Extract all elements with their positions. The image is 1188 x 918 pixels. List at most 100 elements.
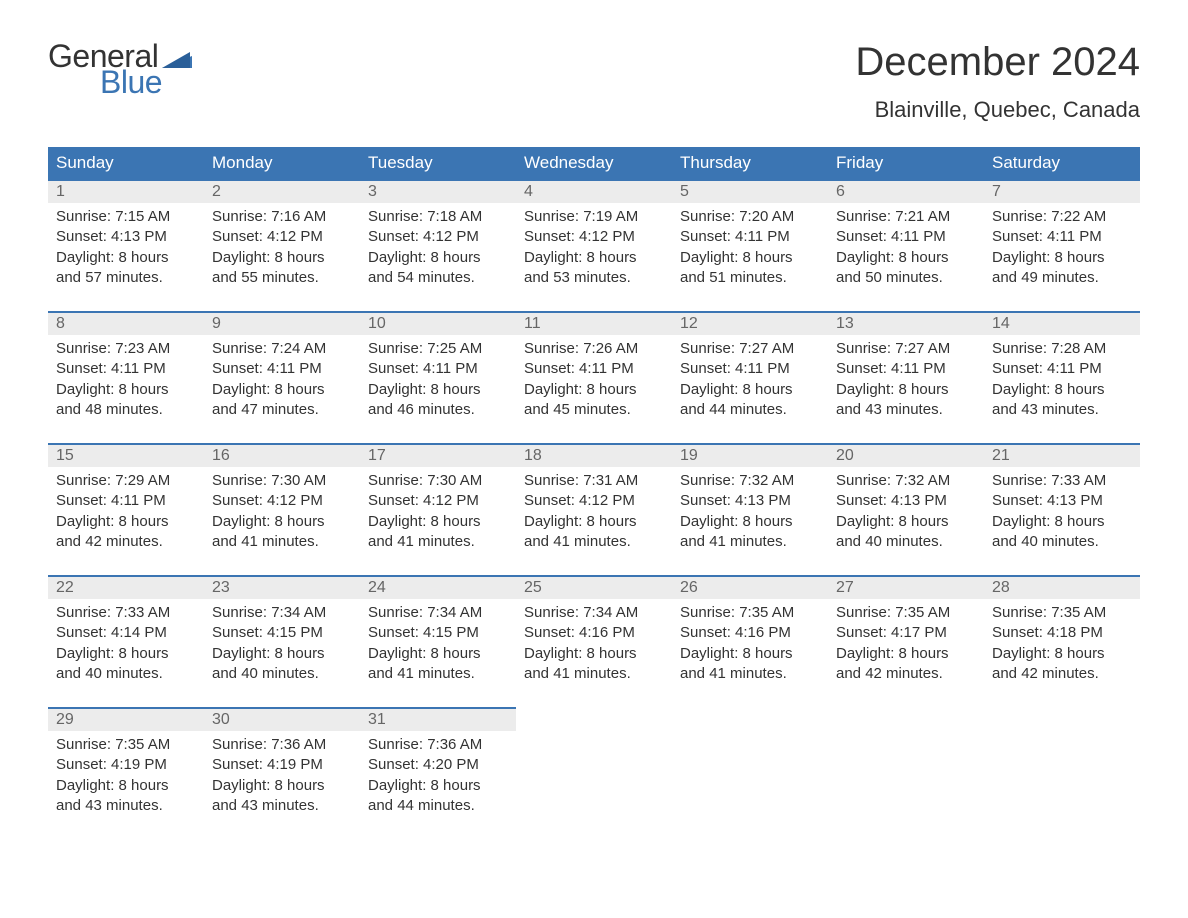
day-sunrise: Sunrise: 7:20 AM — [680, 207, 820, 227]
day-dl1: Daylight: 8 hours — [368, 776, 508, 796]
calendar-day-cell: 3Sunrise: 7:18 AMSunset: 4:12 PMDaylight… — [360, 180, 516, 312]
day-dl2: and 45 minutes. — [524, 400, 664, 420]
calendar-day-cell: 20Sunrise: 7:32 AMSunset: 4:13 PMDayligh… — [828, 444, 984, 576]
day-sunrise: Sunrise: 7:33 AM — [992, 471, 1132, 491]
weekday-header: Monday — [204, 147, 360, 180]
day-number: 24 — [360, 577, 516, 599]
day-sunrise: Sunrise: 7:34 AM — [212, 603, 352, 623]
calendar-day-cell: 6Sunrise: 7:21 AMSunset: 4:11 PMDaylight… — [828, 180, 984, 312]
calendar-day-cell: 5Sunrise: 7:20 AMSunset: 4:11 PMDaylight… — [672, 180, 828, 312]
day-number: 4 — [516, 181, 672, 203]
day-data: Sunrise: 7:32 AMSunset: 4:13 PMDaylight:… — [828, 467, 984, 552]
day-dl1: Daylight: 8 hours — [368, 512, 508, 532]
day-dl1: Daylight: 8 hours — [524, 248, 664, 268]
day-data: Sunrise: 7:34 AMSunset: 4:15 PMDaylight:… — [204, 599, 360, 684]
day-dl2: and 51 minutes. — [680, 268, 820, 288]
day-dl1: Daylight: 8 hours — [992, 248, 1132, 268]
weekday-header: Friday — [828, 147, 984, 180]
day-number: 26 — [672, 577, 828, 599]
day-sunset: Sunset: 4:11 PM — [524, 359, 664, 379]
day-number: 16 — [204, 445, 360, 467]
weekday-header: Sunday — [48, 147, 204, 180]
location-text: Blainville, Quebec, Canada — [855, 97, 1140, 123]
calendar-table: Sunday Monday Tuesday Wednesday Thursday… — [48, 147, 1140, 840]
calendar-day-cell: 1Sunrise: 7:15 AMSunset: 4:13 PMDaylight… — [48, 180, 204, 312]
day-sunset: Sunset: 4:12 PM — [212, 227, 352, 247]
day-sunrise: Sunrise: 7:35 AM — [992, 603, 1132, 623]
day-number: 22 — [48, 577, 204, 599]
day-sunrise: Sunrise: 7:34 AM — [524, 603, 664, 623]
day-data: Sunrise: 7:31 AMSunset: 4:12 PMDaylight:… — [516, 467, 672, 552]
day-sunrise: Sunrise: 7:34 AM — [368, 603, 508, 623]
day-dl1: Daylight: 8 hours — [524, 380, 664, 400]
day-sunrise: Sunrise: 7:25 AM — [368, 339, 508, 359]
day-sunset: Sunset: 4:11 PM — [680, 359, 820, 379]
day-dl1: Daylight: 8 hours — [836, 644, 976, 664]
day-number: 1 — [48, 181, 204, 203]
day-dl2: and 43 minutes. — [836, 400, 976, 420]
calendar-week-row: 15Sunrise: 7:29 AMSunset: 4:11 PMDayligh… — [48, 444, 1140, 576]
calendar-day-cell: 11Sunrise: 7:26 AMSunset: 4:11 PMDayligh… — [516, 312, 672, 444]
day-dl1: Daylight: 8 hours — [524, 644, 664, 664]
day-sunset: Sunset: 4:11 PM — [212, 359, 352, 379]
day-dl1: Daylight: 8 hours — [992, 512, 1132, 532]
day-sunset: Sunset: 4:13 PM — [836, 491, 976, 511]
day-data: Sunrise: 7:19 AMSunset: 4:12 PMDaylight:… — [516, 203, 672, 288]
page-header: General Blue December 2024 Blainville, Q… — [48, 40, 1140, 123]
day-dl2: and 44 minutes. — [368, 796, 508, 816]
day-dl1: Daylight: 8 hours — [680, 248, 820, 268]
day-dl2: and 42 minutes. — [836, 664, 976, 684]
calendar-empty-cell — [828, 708, 984, 840]
day-sunrise: Sunrise: 7:16 AM — [212, 207, 352, 227]
day-dl1: Daylight: 8 hours — [836, 380, 976, 400]
day-dl1: Daylight: 8 hours — [368, 248, 508, 268]
day-data: Sunrise: 7:33 AMSunset: 4:13 PMDaylight:… — [984, 467, 1140, 552]
day-sunset: Sunset: 4:14 PM — [56, 623, 196, 643]
day-sunrise: Sunrise: 7:31 AM — [524, 471, 664, 491]
day-sunset: Sunset: 4:12 PM — [524, 491, 664, 511]
day-data: Sunrise: 7:30 AMSunset: 4:12 PMDaylight:… — [204, 467, 360, 552]
day-sunset: Sunset: 4:11 PM — [836, 227, 976, 247]
day-data: Sunrise: 7:24 AMSunset: 4:11 PMDaylight:… — [204, 335, 360, 420]
calendar-day-cell: 27Sunrise: 7:35 AMSunset: 4:17 PMDayligh… — [828, 576, 984, 708]
day-number: 20 — [828, 445, 984, 467]
day-dl1: Daylight: 8 hours — [836, 512, 976, 532]
day-sunset: Sunset: 4:16 PM — [524, 623, 664, 643]
day-sunset: Sunset: 4:13 PM — [56, 227, 196, 247]
calendar-day-cell: 9Sunrise: 7:24 AMSunset: 4:11 PMDaylight… — [204, 312, 360, 444]
day-data: Sunrise: 7:35 AMSunset: 4:17 PMDaylight:… — [828, 599, 984, 684]
day-dl1: Daylight: 8 hours — [368, 380, 508, 400]
brand-word-2: Blue — [100, 66, 192, 98]
day-sunrise: Sunrise: 7:30 AM — [212, 471, 352, 491]
calendar-week-row: 29Sunrise: 7:35 AMSunset: 4:19 PMDayligh… — [48, 708, 1140, 840]
day-data: Sunrise: 7:23 AMSunset: 4:11 PMDaylight:… — [48, 335, 204, 420]
day-data: Sunrise: 7:27 AMSunset: 4:11 PMDaylight:… — [828, 335, 984, 420]
calendar-day-cell: 26Sunrise: 7:35 AMSunset: 4:16 PMDayligh… — [672, 576, 828, 708]
calendar-week-row: 22Sunrise: 7:33 AMSunset: 4:14 PMDayligh… — [48, 576, 1140, 708]
day-number: 17 — [360, 445, 516, 467]
day-number: 31 — [360, 709, 516, 731]
day-dl1: Daylight: 8 hours — [836, 248, 976, 268]
day-sunrise: Sunrise: 7:28 AM — [992, 339, 1132, 359]
calendar-day-cell: 7Sunrise: 7:22 AMSunset: 4:11 PMDaylight… — [984, 180, 1140, 312]
day-number: 30 — [204, 709, 360, 731]
day-sunrise: Sunrise: 7:33 AM — [56, 603, 196, 623]
day-dl1: Daylight: 8 hours — [56, 644, 196, 664]
day-sunrise: Sunrise: 7:27 AM — [836, 339, 976, 359]
day-sunrise: Sunrise: 7:26 AM — [524, 339, 664, 359]
calendar-day-cell: 15Sunrise: 7:29 AMSunset: 4:11 PMDayligh… — [48, 444, 204, 576]
day-number: 12 — [672, 313, 828, 335]
day-dl1: Daylight: 8 hours — [680, 380, 820, 400]
day-sunset: Sunset: 4:11 PM — [56, 359, 196, 379]
calendar-day-cell: 12Sunrise: 7:27 AMSunset: 4:11 PMDayligh… — [672, 312, 828, 444]
day-dl2: and 49 minutes. — [992, 268, 1132, 288]
day-number: 21 — [984, 445, 1140, 467]
day-sunset: Sunset: 4:12 PM — [212, 491, 352, 511]
day-sunset: Sunset: 4:13 PM — [680, 491, 820, 511]
calendar-week-row: 8Sunrise: 7:23 AMSunset: 4:11 PMDaylight… — [48, 312, 1140, 444]
calendar-day-cell: 21Sunrise: 7:33 AMSunset: 4:13 PMDayligh… — [984, 444, 1140, 576]
day-data: Sunrise: 7:30 AMSunset: 4:12 PMDaylight:… — [360, 467, 516, 552]
day-sunrise: Sunrise: 7:30 AM — [368, 471, 508, 491]
day-data: Sunrise: 7:36 AMSunset: 4:19 PMDaylight:… — [204, 731, 360, 816]
day-number: 15 — [48, 445, 204, 467]
